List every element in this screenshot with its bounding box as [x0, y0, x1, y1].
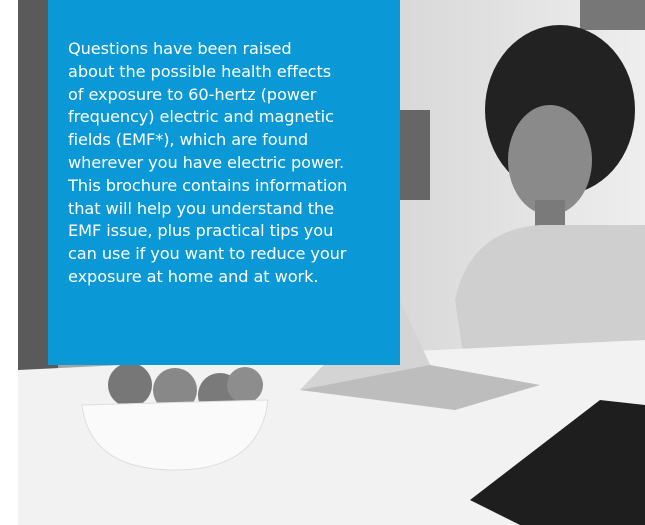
text-line: of exposure to 60-hertz (power: [68, 84, 400, 107]
text-line: that will help you understand the: [68, 198, 400, 221]
text-line: about the possible health effects: [68, 61, 400, 84]
fruit: [108, 363, 152, 407]
page: Questions have been raisedabout the poss…: [0, 0, 645, 525]
text-line: EMF issue, plus practical tips you: [68, 220, 400, 243]
text-line: fields (EMF*), which are found: [68, 129, 400, 152]
text-line: can use if you want to reduce your: [68, 243, 400, 266]
text-line: frequency) electric and magnetic: [68, 106, 400, 129]
shelf: [580, 0, 645, 30]
text-line: wherever you have electric power.: [68, 152, 400, 175]
text-line: This brochure contains information: [68, 175, 400, 198]
text-line: Questions have been raised: [68, 38, 400, 61]
face: [508, 105, 592, 215]
fruit: [227, 367, 263, 403]
text-line: exposure at home and at work.: [68, 266, 400, 289]
frame: [400, 110, 430, 200]
